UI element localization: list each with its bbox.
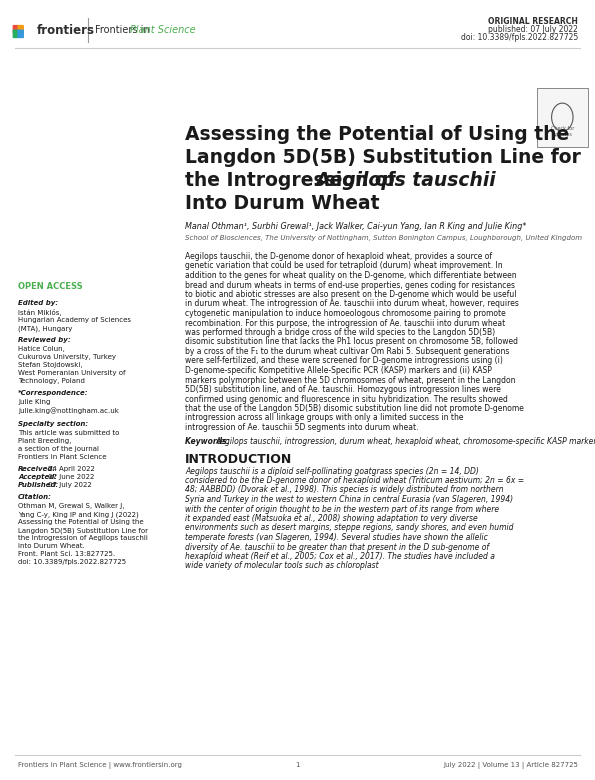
Text: frontiers: frontiers <box>37 23 95 37</box>
FancyBboxPatch shape <box>12 30 19 38</box>
Text: INTRODUCTION: INTRODUCTION <box>185 452 292 466</box>
Text: hexaploid wheat (Reif et al., 2005; Cox et al., 2017). The studies have included: hexaploid wheat (Reif et al., 2005; Cox … <box>185 552 495 561</box>
Text: Othman M, Grewal S, Walker J,: Othman M, Grewal S, Walker J, <box>18 503 124 509</box>
Text: the Introgression of: the Introgression of <box>185 171 402 190</box>
Text: introgression of Ae. tauschii 5D segments into durum wheat.: introgression of Ae. tauschii 5D segment… <box>185 423 418 432</box>
Text: Reviewed by:: Reviewed by: <box>18 337 71 343</box>
Text: Frontiers in Plant Science: Frontiers in Plant Science <box>18 454 107 460</box>
Text: Specialty section:: Specialty section: <box>18 421 88 427</box>
Text: 48; AABBDD) (Dvorak et al., 1998). This species is widely distributed from north: 48; AABBDD) (Dvorak et al., 1998). This … <box>185 485 503 495</box>
Text: to biotic and abiotic stresses are also present on the D-genome which would be u: to biotic and abiotic stresses are also … <box>185 290 516 299</box>
Text: it expanded east (Matsuoka et al., 2008) showing adaptation to very diverse: it expanded east (Matsuoka et al., 2008)… <box>185 514 478 523</box>
Text: genetic variation that could be used for tetraploid (durum) wheat improvement. I: genetic variation that could be used for… <box>185 261 503 271</box>
Text: Aegilops tauschii, the D-genome donor of hexaploid wheat, provides a source of: Aegilops tauschii, the D-genome donor of… <box>185 252 492 261</box>
Text: Plant Breeding,: Plant Breeding, <box>18 438 71 444</box>
FancyBboxPatch shape <box>537 88 588 147</box>
Text: temperate forests (van Slageren, 1994). Several studies have shown the allelic: temperate forests (van Slageren, 1994). … <box>185 533 488 542</box>
Text: Frontiers in: Frontiers in <box>95 25 153 35</box>
FancyBboxPatch shape <box>17 25 24 34</box>
Text: This article was submitted to: This article was submitted to <box>18 430 120 436</box>
Text: West Pomeranian University of: West Pomeranian University of <box>18 370 126 376</box>
Text: recombination. For this purpose, the introgression of Ae. tauschii into durum wh: recombination. For this purpose, the int… <box>185 318 505 328</box>
Text: into Durum Wheat.: into Durum Wheat. <box>18 543 84 549</box>
Text: environments such as desert margins, steppe regions, sandy shores, and even humi: environments such as desert margins, ste… <box>185 523 513 533</box>
Text: Langdon 5D(5B) Substitution Line for: Langdon 5D(5B) Substitution Line for <box>18 527 148 534</box>
Text: (MTA), Hungary: (MTA), Hungary <box>18 325 73 332</box>
Text: 07 July 2022: 07 July 2022 <box>48 482 92 488</box>
Text: Citation:: Citation: <box>18 494 52 500</box>
Text: Into Durum Wheat: Into Durum Wheat <box>185 194 380 213</box>
Text: doi: 10.3389/fpls.2022.827725: doi: 10.3389/fpls.2022.827725 <box>461 34 578 42</box>
Text: diversity of Ae. tauschii to be greater than that present in the D sub-genome of: diversity of Ae. tauschii to be greater … <box>185 543 489 551</box>
Text: ORIGINAL RESEARCH: ORIGINAL RESEARCH <box>488 17 578 27</box>
Text: introgression across all linkage groups with only a limited success in the: introgression across all linkage groups … <box>185 413 464 423</box>
FancyBboxPatch shape <box>17 30 24 38</box>
Text: by a cross of the F₁ to the durum wheat cultivar Om Rabi 5. Subsequent generatio: by a cross of the F₁ to the durum wheat … <box>185 347 509 356</box>
Text: Julie King: Julie King <box>18 399 51 405</box>
Text: with the center of origin thought to be in the western part of its range from wh: with the center of origin thought to be … <box>185 505 499 513</box>
Text: Assessing the Potential of Using the: Assessing the Potential of Using the <box>18 519 143 525</box>
Text: Aegilops tauschii, introgression, durum wheat, hexaploid wheat, chromosome-speci: Aegilops tauschii, introgression, durum … <box>215 437 595 445</box>
Text: 5D(5B) substitution line, and of Ae. tauschii. Homozygous introgression lines we: 5D(5B) substitution line, and of Ae. tau… <box>185 385 501 394</box>
Text: Aegilops tauschii is a diploid self-pollinating goatgrass species (2n = 14, DD): Aegilops tauschii is a diploid self-poll… <box>185 466 479 476</box>
Text: Keywords:: Keywords: <box>185 437 232 445</box>
Text: markers polymorphic between the 5D chromosomes of wheat, present in the Langdon: markers polymorphic between the 5D chrom… <box>185 375 515 385</box>
Text: a section of the journal: a section of the journal <box>18 446 99 452</box>
Text: Received:: Received: <box>18 466 56 472</box>
Text: Edited by:: Edited by: <box>18 300 58 306</box>
Text: Plant Science: Plant Science <box>130 25 196 35</box>
Text: Hatice Colun,: Hatice Colun, <box>18 346 65 352</box>
Text: School of Biosciences, The University of Nottingham, Sutton Bonington Campus, Lo: School of Biosciences, The University of… <box>185 235 582 241</box>
Text: cytogenetic manipulation to induce homoeologous chromosome pairing to promote: cytogenetic manipulation to induce homoe… <box>185 309 506 318</box>
Text: addition to the genes for wheat quality on the D-genome, which differentiate bet: addition to the genes for wheat quality … <box>185 271 516 280</box>
FancyBboxPatch shape <box>12 25 19 34</box>
Text: Hungarian Academy of Sciences: Hungarian Academy of Sciences <box>18 317 131 323</box>
Text: Cukurova University, Turkey: Cukurova University, Turkey <box>18 354 116 360</box>
Text: Assessing the Potential of Using the: Assessing the Potential of Using the <box>185 125 569 144</box>
Text: Syria and Turkey in the west to western China in central Eurasia (van Slageren, : Syria and Turkey in the west to western … <box>185 495 513 504</box>
Text: July 2022 | Volume 13 | Article 827725: July 2022 | Volume 13 | Article 827725 <box>443 762 578 769</box>
Text: Front. Plant Sci. 13:827725.: Front. Plant Sci. 13:827725. <box>18 551 115 557</box>
Text: D-genome-specific Kompetitive Allele-Specific PCR (KASP) markers and (ii) KASP: D-genome-specific Kompetitive Allele-Spe… <box>185 366 492 375</box>
Text: Check for
updates: Check for updates <box>550 126 574 136</box>
Text: that the use of the Langdon 5D(5B) disomic substitution line did not promote D-g: that the use of the Langdon 5D(5B) disom… <box>185 404 524 413</box>
Text: disomic substitution line that lacks the Ph1 locus present on chromosome 5B, fol: disomic substitution line that lacks the… <box>185 338 518 346</box>
Text: 24 April 2022: 24 April 2022 <box>48 466 95 472</box>
Text: Langdon 5D(5B) Substitution Line for: Langdon 5D(5B) Substitution Line for <box>185 148 581 167</box>
Text: Stefan Stojdowski,: Stefan Stojdowski, <box>18 362 83 368</box>
Text: Istán Miklós,: Istán Miklós, <box>18 309 62 316</box>
Text: Published:: Published: <box>18 482 60 488</box>
Text: Technology, Poland: Technology, Poland <box>18 378 85 384</box>
Text: was performed through a bridge cross of the wild species to the Langdon 5D(5B): was performed through a bridge cross of … <box>185 328 495 337</box>
Text: bread and durum wheats in terms of end-use properties, genes coding for resistan: bread and durum wheats in terms of end-u… <box>185 281 515 289</box>
Text: in durum wheat. The introgression of Ae. tauschii into durum wheat, however, req: in durum wheat. The introgression of Ae.… <box>185 300 519 309</box>
Text: considered to be the D-genome donor of hexaploid wheat (Triticum aestivum; 2n = : considered to be the D-genome donor of h… <box>185 476 524 485</box>
Text: Aegilops tauschii: Aegilops tauschii <box>315 171 496 190</box>
Text: Yang C-y, King IP and King J (2022): Yang C-y, King IP and King J (2022) <box>18 511 139 517</box>
Text: confirmed using genomic and fluorescence in situ hybridization. The results show: confirmed using genomic and fluorescence… <box>185 395 508 403</box>
Text: the Introgression of Aegilops tauschii: the Introgression of Aegilops tauschii <box>18 535 148 541</box>
Text: 1: 1 <box>295 762 299 768</box>
Text: doi: 10.3389/fpls.2022.827725: doi: 10.3389/fpls.2022.827725 <box>18 559 126 565</box>
Text: Manal Othman¹, Surbhi Grewal¹, Jack Walker, Cai-yun Yang, Ian R King and Julie K: Manal Othman¹, Surbhi Grewal¹, Jack Walk… <box>185 222 527 231</box>
Text: 07 June 2022: 07 June 2022 <box>48 474 94 480</box>
Text: were self-fertilized, and these were screened for D-genome introgressions using : were self-fertilized, and these were scr… <box>185 356 503 366</box>
Text: Accepted:: Accepted: <box>18 474 57 480</box>
Text: julie.king@nottingham.ac.uk: julie.king@nottingham.ac.uk <box>18 407 119 413</box>
Text: wide variety of molecular tools such as chloroplast: wide variety of molecular tools such as … <box>185 562 378 570</box>
Text: Frontiers in Plant Science | www.frontiersin.org: Frontiers in Plant Science | www.frontie… <box>18 762 182 769</box>
Text: OPEN ACCESS: OPEN ACCESS <box>18 282 83 291</box>
Text: published: 07 July 2022: published: 07 July 2022 <box>488 26 578 34</box>
Text: *Correspondence:: *Correspondence: <box>18 390 89 396</box>
